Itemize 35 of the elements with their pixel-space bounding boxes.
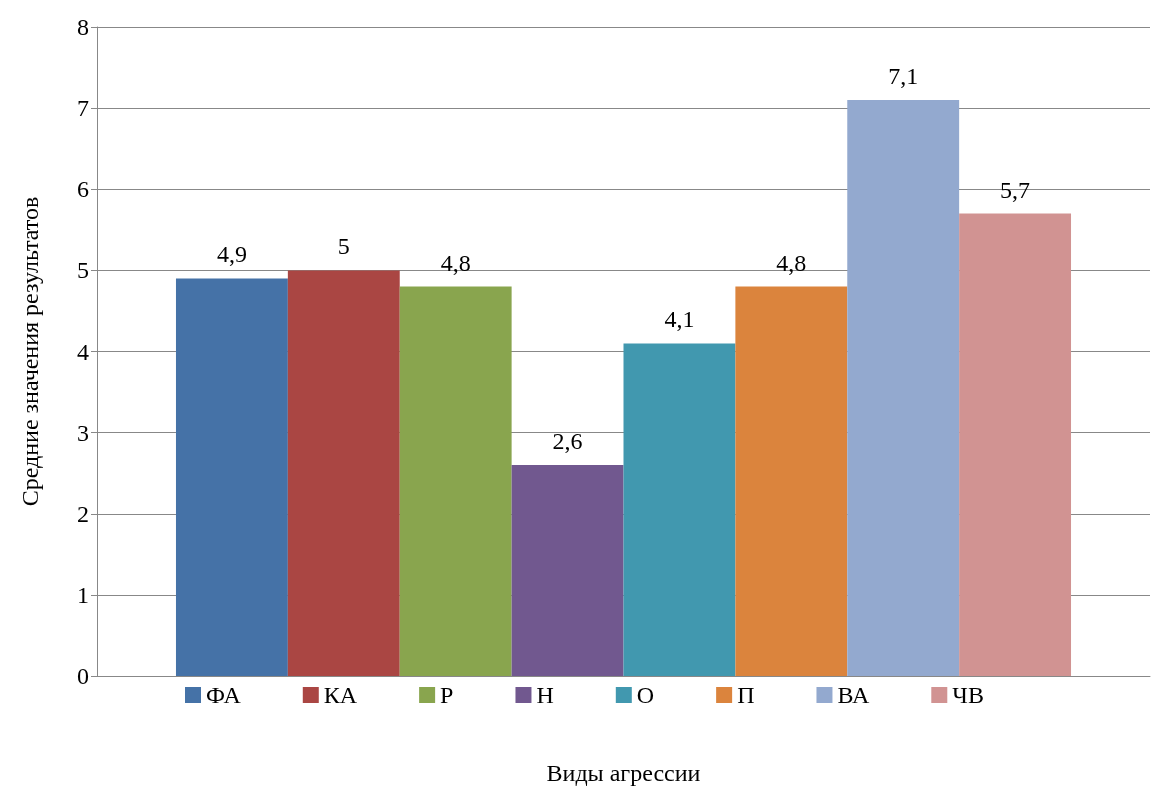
bar bbox=[175, 278, 288, 676]
legend-label: КА bbox=[323, 682, 358, 708]
data-label: 4,8 bbox=[776, 249, 807, 276]
data-label: 4,8 bbox=[440, 249, 471, 276]
legend-label: П bbox=[737, 682, 755, 708]
x-axis-title: Виды агрессии bbox=[546, 760, 701, 786]
bar bbox=[847, 100, 960, 676]
bar bbox=[511, 465, 624, 676]
y-tick-label: 2 bbox=[77, 500, 89, 527]
data-label: 4,9 bbox=[216, 241, 247, 268]
bar bbox=[287, 270, 400, 676]
data-label: 5,7 bbox=[1000, 176, 1031, 203]
legend-label: ФА bbox=[206, 682, 242, 708]
y-tick-label: 0 bbox=[77, 663, 89, 689]
y-tick-label: 1 bbox=[77, 581, 89, 608]
y-axis-title: Средние значения результатов bbox=[17, 196, 43, 507]
data-label: 4,1 bbox=[664, 306, 695, 333]
y-tick-label: 3 bbox=[77, 419, 89, 446]
y-tick-label: 4 bbox=[77, 338, 89, 365]
bar bbox=[735, 286, 848, 676]
legend-label: Р bbox=[440, 682, 454, 708]
data-label: 7,1 bbox=[888, 63, 919, 90]
legend-label: Н bbox=[536, 682, 554, 708]
y-tick-label: 8 bbox=[77, 14, 89, 40]
y-tick-label: 6 bbox=[77, 176, 89, 203]
legend-label: ВА bbox=[837, 682, 870, 708]
data-label: 2,6 bbox=[552, 428, 583, 455]
legend-label: ЧВ bbox=[952, 682, 984, 708]
bar bbox=[959, 213, 1072, 676]
y-tick-label: 7 bbox=[77, 95, 89, 122]
bar bbox=[399, 286, 512, 676]
legend-label: О bbox=[636, 682, 655, 708]
y-tick-label: 5 bbox=[77, 257, 89, 284]
data-label: 5 bbox=[337, 233, 350, 260]
bar bbox=[623, 343, 736, 676]
